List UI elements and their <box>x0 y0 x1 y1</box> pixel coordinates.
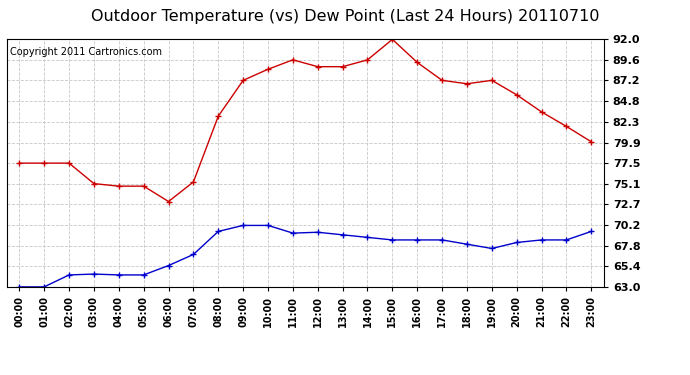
Text: Outdoor Temperature (vs) Dew Point (Last 24 Hours) 20110710: Outdoor Temperature (vs) Dew Point (Last… <box>91 9 599 24</box>
Text: Copyright 2011 Cartronics.com: Copyright 2011 Cartronics.com <box>10 47 162 57</box>
